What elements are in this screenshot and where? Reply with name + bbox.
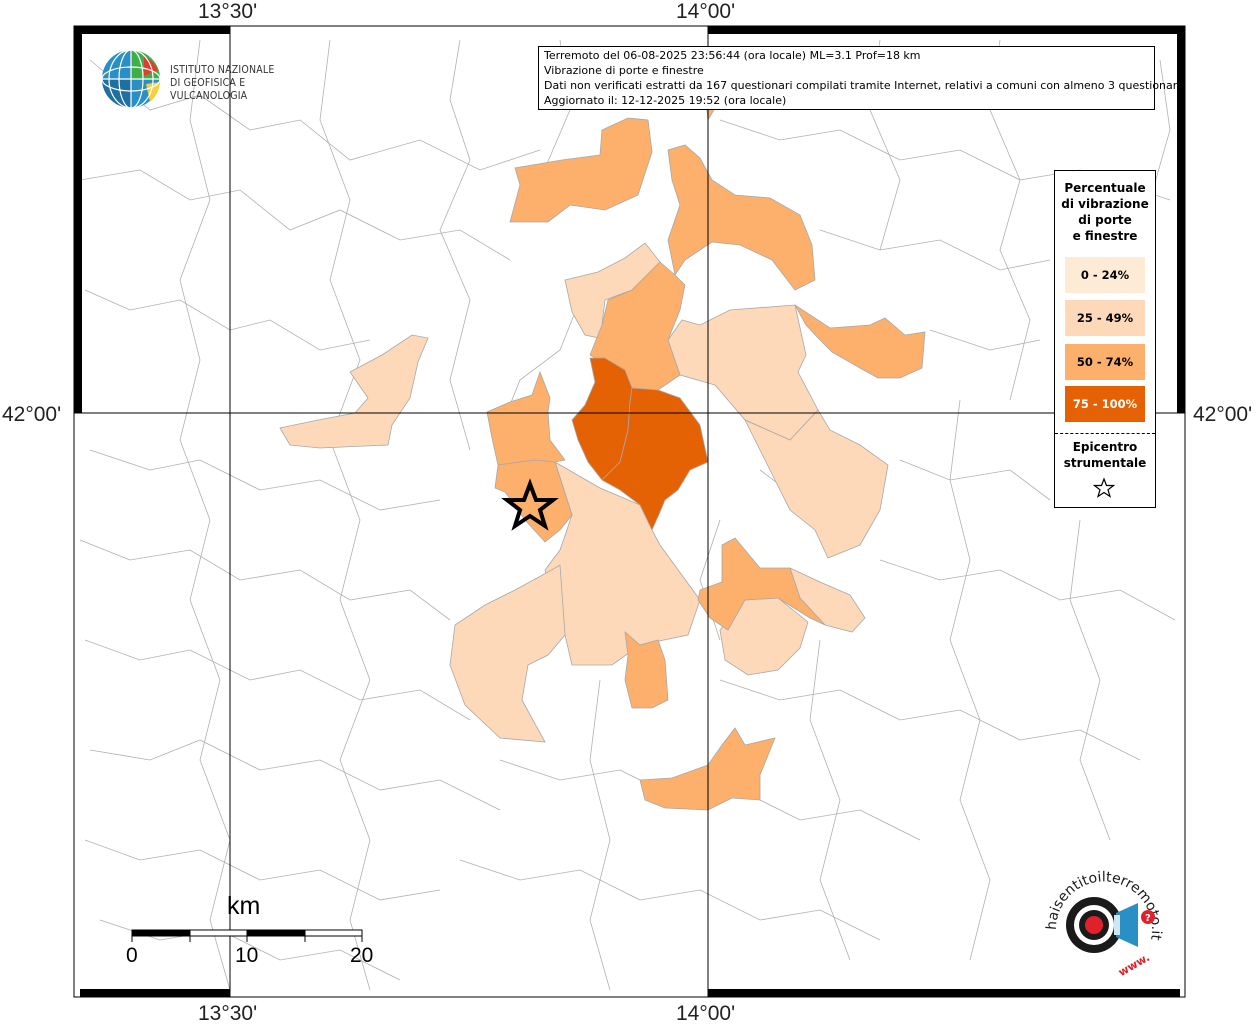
legend-class-label: 0 - 24% [1080,268,1130,282]
institute-name-line2: DI GEOFISICA E VULCANOLOGIA [170,77,248,102]
lon-label-bottom-1330: 13°30' [198,1002,258,1025]
legend-star-icon [1093,477,1115,498]
hst-logo: haisentitoilterremoto.it www. ? [1036,855,1176,985]
svg-text:?: ? [1145,913,1151,924]
lat-label-right: 42°00' [1193,403,1253,426]
scale-unit: km [227,892,261,920]
lat-label-left: 42°00' [2,403,62,426]
lon-label-top-1400: 14°00' [676,0,736,23]
legend-title-line: di porte [1078,213,1132,227]
map-frame [73,25,1186,998]
graticule [74,26,1185,997]
legend-title-line: Percentuale [1064,181,1146,195]
legend-epicenter-label: Epicentro strumentale [1055,439,1155,471]
legend-class-label: 25 - 49% [1076,311,1134,325]
info-line-updated: Aggiornato il: 12-12-2025 19:52 (ora loc… [544,94,787,107]
earthquake-info-box: Terremoto del 06-08-2025 23:56:44 (ora l… [538,46,1184,110]
legend-title-line: e finestre [1072,229,1138,243]
scale-label-0: 0 [126,944,138,967]
institute-name: ISTITUTO NAZIONALE DI GEOFISICA E VULCAN… [170,64,305,103]
legend-epicenter-line: Epicentro [1072,440,1138,454]
lon-label-top-1330: 13°30' [198,0,258,23]
globe-icon [101,49,161,109]
info-line-effect: Vibrazione di porte e finestre [544,64,704,77]
info-line-source: Dati non verificati estratti da 167 ques… [544,79,1184,92]
institute-name-line1: ISTITUTO NAZIONALE [170,64,275,76]
zone-class-75-100 [571,357,709,531]
legend-epicenter-line: strumentale [1063,456,1147,470]
legend-class-75-100: 75 - 100% [1065,386,1145,422]
legend-class-0-24: 0 - 24% [1065,257,1145,293]
scale-label-20: 20 [350,944,374,967]
legend: Percentuale di vibrazione di porte e fin… [1054,170,1156,508]
ingv-logo: ISTITUTO NAZIONALE DI GEOFISICA E VULCAN… [100,48,320,112]
scale-label-10: 10 [235,944,259,967]
legend-title: Percentuale di vibrazione di porte e fin… [1055,180,1155,244]
hst-logo-mark: www. [1116,951,1152,979]
legend-class-50-74: 50 - 74% [1065,344,1145,380]
hst-logo-icon: haisentitoilterremoto.it www. ? [1044,869,1164,979]
legend-class-label: 75 - 100% [1072,397,1138,411]
legend-separator [1055,433,1155,434]
scale-bar [131,929,363,942]
legend-class-label: 50 - 74% [1076,355,1134,369]
legend-class-25-49: 25 - 49% [1065,300,1145,336]
epicenter-star-icon [501,478,559,531]
legend-title-line: di vibrazione [1061,197,1149,211]
info-line-event: Terremoto del 06-08-2025 23:56:44 (ora l… [544,49,921,62]
zone-class-25-49 [279,242,889,743]
lon-label-bottom-1400: 14°00' [676,1002,736,1025]
municipality-borders [79,39,1176,991]
